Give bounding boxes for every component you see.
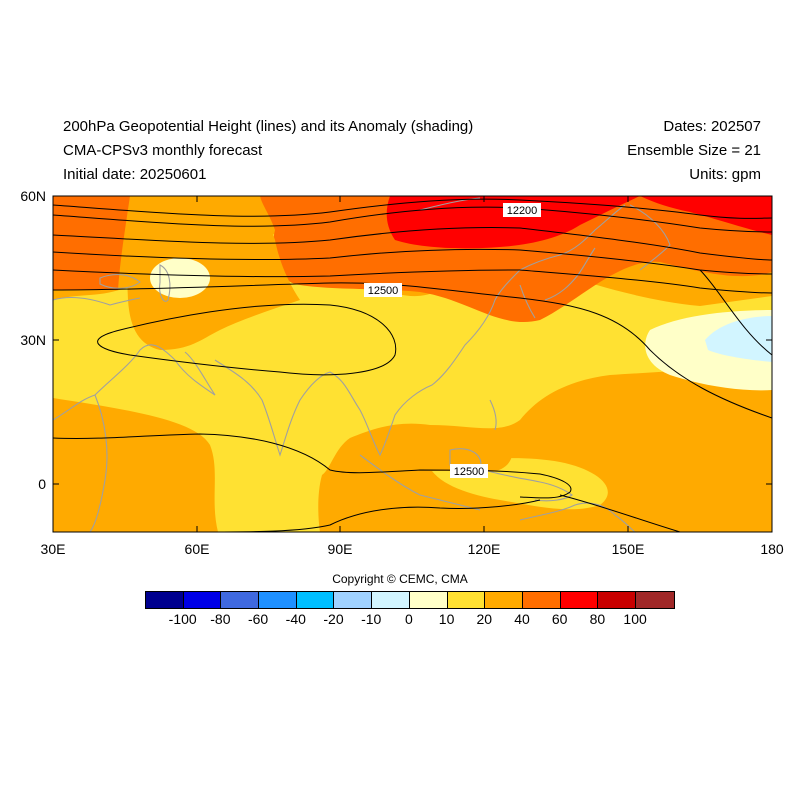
colorbar-label: -20 xyxy=(323,611,344,627)
ensemble-size: Ensemble Size = 21 xyxy=(627,142,761,159)
colorbar-swatch xyxy=(560,592,599,608)
colorbar-swatch xyxy=(598,592,636,608)
shade-darkorange-asia xyxy=(260,196,772,323)
initial-date: Initial date: 20250601 xyxy=(63,166,207,183)
contour-text-12500-north: 12500 xyxy=(368,285,399,297)
height-contours xyxy=(53,198,772,532)
colorbar-label: 40 xyxy=(514,611,530,627)
colorbar-label: -10 xyxy=(361,611,382,627)
units-label: Units: gpm xyxy=(689,166,761,183)
colorbar-label: 10 xyxy=(438,611,455,627)
contour-text-12200: 12200 xyxy=(507,205,538,217)
map-frame xyxy=(52,195,773,533)
colorbar-label: 80 xyxy=(589,611,606,627)
model-name: CMA-CPSv3 monthly forecast xyxy=(63,142,263,159)
colorbar-label: 60 xyxy=(551,611,568,627)
contour-label-12500-north: 12500 xyxy=(364,283,402,297)
shade-orange-pocket xyxy=(376,428,513,472)
colorbar-label: -40 xyxy=(285,611,306,627)
colorbar-swatch xyxy=(409,592,448,608)
colorbar-swatch xyxy=(296,592,335,608)
shade-lightyellow-caspian xyxy=(150,258,210,298)
lat-label-0: 0 xyxy=(38,476,46,492)
lon-label-90e: 90E xyxy=(327,541,353,557)
colorbar-label: -80 xyxy=(210,611,231,627)
contour-label-12200: 12200 xyxy=(503,203,541,217)
copyright-text: Copyright © CEMC, CMA xyxy=(332,572,468,586)
lon-label-60e: 60E xyxy=(184,541,210,557)
colorbar-swatch xyxy=(259,592,297,608)
lat-label-60n: 60N xyxy=(20,188,46,204)
colorbar-label: -60 xyxy=(247,611,269,627)
colorbar xyxy=(145,591,675,609)
contour-text-12500-south: 12500 xyxy=(454,466,485,478)
colorbar-label: -100 xyxy=(168,611,197,627)
shade-lightblue-pacific xyxy=(705,316,772,362)
colorbar-swatch xyxy=(485,592,523,608)
shade-orange-central xyxy=(127,196,300,350)
colorbar-swatch xyxy=(183,592,222,608)
forecast-dates: Dates: 202507 xyxy=(663,118,761,135)
lon-label-120e: 120E xyxy=(467,541,501,557)
axis-ticks xyxy=(52,195,773,532)
lon-label-150e: 150E xyxy=(611,541,645,557)
lat-label-30n: 30N xyxy=(20,332,46,348)
colorbar-swatch xyxy=(522,592,561,608)
colorbar-swatch xyxy=(221,592,260,608)
lon-label-30e: 30E xyxy=(40,541,66,557)
colorbar-swatch xyxy=(334,592,373,608)
map-title: 200hPa Geopotential Height (lines) and i… xyxy=(63,118,474,135)
colorbar-swatch xyxy=(635,592,674,608)
colorbar-swatch xyxy=(447,592,486,608)
colorbar-label: 20 xyxy=(476,611,493,627)
lon-label-180: 180 xyxy=(760,541,784,557)
colorbar-swatch xyxy=(372,592,410,608)
colorbar-swatch xyxy=(146,592,184,608)
colorbar-label: 100 xyxy=(623,611,647,627)
shade-red-core xyxy=(386,196,640,249)
contour-label-12500-south: 12500 xyxy=(450,464,488,478)
colorbar-label: 0 xyxy=(404,611,413,627)
